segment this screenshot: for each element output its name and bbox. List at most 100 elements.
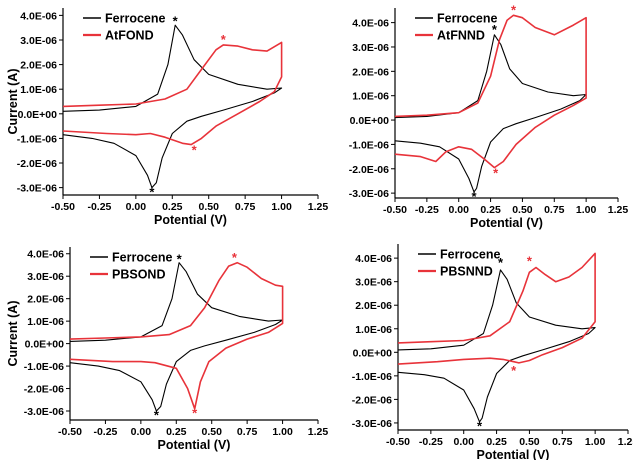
x-tick-label: 0.25 <box>166 426 187 438</box>
x-tick-label: 0.50 <box>519 436 540 448</box>
legend-label: Ferrocene <box>112 251 172 265</box>
x-tick-label: 0.00 <box>126 201 147 213</box>
x-tick-label: -0.50 <box>58 426 82 438</box>
y-tick-label: -3.0E-06 <box>352 418 392 430</box>
legend-label: Ferrocene <box>440 248 500 262</box>
y-tick-label: 1.0E-06 <box>20 84 57 96</box>
y-tick-label: -2.0E-06 <box>24 384 64 396</box>
y-tick-label: -3.0E-06 <box>24 406 64 418</box>
x-tick-label: 1.00 <box>576 204 597 216</box>
legend-label: AtFNND <box>437 29 485 43</box>
y-tick-label: 4.0E-06 <box>352 18 389 30</box>
y-tick-label: 4.0E-06 <box>20 10 57 22</box>
peak-marker: * <box>149 185 155 200</box>
peak-marker: * <box>471 189 477 204</box>
series-line-ferrocene <box>394 34 587 193</box>
peak-marker: * <box>498 255 504 270</box>
peak-marker: * <box>477 418 483 433</box>
peak-marker: * <box>232 250 238 265</box>
y-tick-label: 3.0E-06 <box>352 42 389 54</box>
legend-label: PBSNND <box>440 265 493 279</box>
x-tick-label: -0.25 <box>419 436 443 448</box>
x-tick-label: -0.25 <box>87 201 111 213</box>
legend-label: Ferrocene <box>105 12 165 26</box>
y-tick-label: 2.0E-06 <box>355 300 392 312</box>
y-tick-label: -1.0E-06 <box>17 133 57 145</box>
x-tick-label: 1.25 <box>608 204 629 216</box>
x-tick-label: 1.00 <box>585 436 606 448</box>
y-tick-label: 0.0E+00 <box>350 115 390 127</box>
peak-marker: * <box>492 22 498 37</box>
series-line-ferrocene <box>62 24 283 189</box>
x-tick-label: -0.25 <box>415 204 439 216</box>
peak-marker: * <box>154 408 160 423</box>
peak-marker: * <box>177 251 183 266</box>
y-axis-title: Current (A) <box>6 301 20 367</box>
y-tick-label: -1.0E-06 <box>24 361 64 373</box>
y-tick-label: -3.0E-06 <box>17 183 57 195</box>
y-tick-label: 4.0E-06 <box>355 253 392 265</box>
y-tick-label: 1.0E-06 <box>355 324 392 336</box>
x-tick-label: 0.50 <box>201 426 222 438</box>
y-tick-label: 3.0E-06 <box>20 35 57 47</box>
y-tick-label: -2.0E-06 <box>352 394 392 406</box>
x-tick-label: 1.00 <box>271 201 292 213</box>
peak-marker: * <box>511 363 517 378</box>
y-tick-label: 2.0E-06 <box>352 66 389 78</box>
y-tick-label: 3.0E-06 <box>27 271 64 283</box>
series-line-ferrocene <box>397 269 596 423</box>
y-tick-label: 0.0E+00 <box>25 339 65 351</box>
x-tick-label: -0.50 <box>383 204 407 216</box>
x-tick-label: 0.25 <box>486 436 507 448</box>
peak-marker: * <box>527 254 533 269</box>
legend-label: Ferrocene <box>437 12 497 26</box>
series-line-pbsond <box>69 261 284 410</box>
legend-label: PBSOND <box>112 268 165 282</box>
y-tick-label: -2.0E-06 <box>349 164 389 176</box>
y-axis-title: Current (A) <box>6 69 20 135</box>
peak-marker: * <box>493 166 499 181</box>
series-line-atfond <box>62 41 283 146</box>
y-tick-label: -3.0E-06 <box>349 188 389 200</box>
legend-label: AtFOND <box>105 29 154 43</box>
x-tick-label: 0.25 <box>480 204 501 216</box>
x-tick-label: 1.00 <box>272 426 293 438</box>
x-tick-label: 1.25 <box>618 436 633 448</box>
y-tick-label: 0.0E+00 <box>353 347 393 359</box>
y-tick-label: -2.0E-06 <box>17 158 57 170</box>
x-tick-label: 0.50 <box>512 204 533 216</box>
y-tick-label: 0.0E+00 <box>18 109 58 121</box>
x-axis-title: Potential (V) <box>470 216 543 230</box>
peak-marker: * <box>192 143 198 158</box>
series-line-atfnnd <box>394 14 587 169</box>
chart-panel-4: -0.50 -0.25 0.00 0.25 0.50 0.75 1.00 1.25 -3.0E-… <box>352 244 633 460</box>
x-tick-label: -0.50 <box>386 436 410 448</box>
chart-panel-1: -0.50 -0.25 0.00 0.25 0.50 0.75 1.00 1.25 -3.0E-… <box>6 8 328 227</box>
peak-marker: * <box>511 2 517 17</box>
series-line-pbsnnd <box>397 252 596 365</box>
y-tick-label: -1.0E-06 <box>349 139 389 151</box>
peak-marker: * <box>192 405 198 420</box>
x-axis-title: Potential (V) <box>477 448 550 460</box>
y-tick-label: 2.0E-06 <box>27 294 64 306</box>
chart-panel-2: -0.50 -0.25 0.00 0.25 0.50 0.75 1.00 1.25 -3.0E-… <box>349 2 629 230</box>
peak-marker: * <box>221 32 227 47</box>
x-tick-label: 0.50 <box>198 201 219 213</box>
x-tick-label: 0.75 <box>237 426 258 438</box>
x-tick-label: 0.00 <box>448 204 469 216</box>
x-tick-label: 0.25 <box>162 201 183 213</box>
chart-panel-3: -0.50 -0.25 0.00 0.25 0.50 0.75 1.00 1.25 -3.0E-… <box>6 247 328 452</box>
x-tick-label: -0.50 <box>51 201 75 213</box>
x-tick-label: 1.25 <box>308 426 329 438</box>
x-tick-label: 0.75 <box>552 436 573 448</box>
x-tick-label: 0.75 <box>544 204 565 216</box>
y-tick-label: 3.0E-06 <box>355 277 392 289</box>
y-tick-label: -1.0E-06 <box>352 371 392 383</box>
y-tick-label: 1.0E-06 <box>352 91 389 103</box>
series-line-ferrocene <box>69 262 284 412</box>
x-tick-label: 0.00 <box>453 436 474 448</box>
x-axis-title: Potential (V) <box>154 213 227 227</box>
y-tick-label: 1.0E-06 <box>27 316 64 328</box>
x-tick-label: -0.25 <box>93 426 117 438</box>
y-tick-label: 4.0E-06 <box>27 249 64 261</box>
